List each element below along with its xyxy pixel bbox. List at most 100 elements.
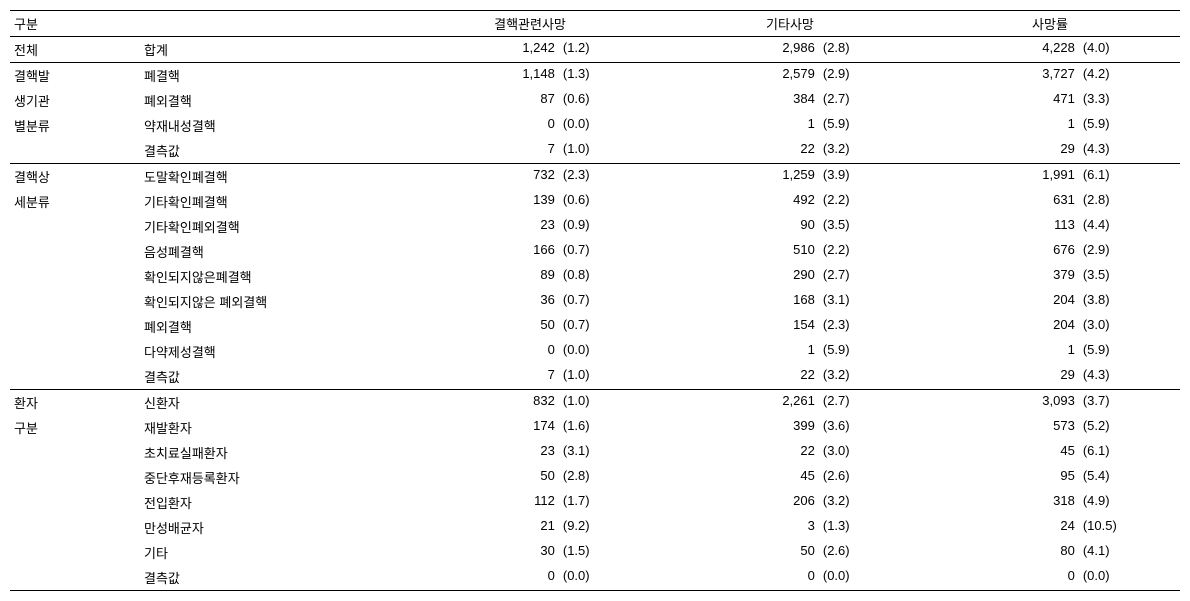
cell-pct: (4.2) <box>1079 63 1180 89</box>
cell-value: 1,148 <box>400 63 559 89</box>
table-row: 전체합계1,242(1.2)2,986(2.8)4,228(4.0) <box>10 37 1180 63</box>
cell-value: 1 <box>920 339 1079 364</box>
cell-pct: (0.7) <box>559 289 660 314</box>
cell-value: 89 <box>400 264 559 289</box>
cell-value: 168 <box>660 289 819 314</box>
cell-value: 45 <box>920 440 1079 465</box>
table-row: 환자신환자832(1.0)2,261(2.7)3,093(3.7) <box>10 390 1180 416</box>
table-row: 초치료실패환자23(3.1)22(3.0)45(6.1) <box>10 440 1180 465</box>
row-label: 초치료실패환자 <box>140 440 400 465</box>
table-row: 결핵상도말확인폐결핵732(2.3)1,259(3.9)1,991(6.1) <box>10 164 1180 190</box>
cell-value: 0 <box>920 565 1079 591</box>
cell-pct: (3.1) <box>819 289 920 314</box>
cell-pct: (9.2) <box>559 515 660 540</box>
cell-value: 318 <box>920 490 1079 515</box>
cell-value: 95 <box>920 465 1079 490</box>
row-label: 재발환자 <box>140 415 400 440</box>
row-label: 결측값 <box>140 138 400 164</box>
cell-pct: (3.1) <box>559 440 660 465</box>
header-measure-2: 사망률 <box>920 11 1180 37</box>
cell-pct: (6.1) <box>1079 440 1180 465</box>
table-row: 결측값7(1.0)22(3.2)29(4.3) <box>10 364 1180 390</box>
table-row: 세분류기타확인폐결핵139(0.6)492(2.2)631(2.8) <box>10 189 1180 214</box>
row-label: 만성배균자 <box>140 515 400 540</box>
cell-value: 0 <box>400 565 559 591</box>
group-cell <box>10 138 140 164</box>
cell-pct: (4.0) <box>1079 37 1180 63</box>
cell-value: 206 <box>660 490 819 515</box>
group-cell <box>10 490 140 515</box>
row-label: 기타확인폐결핵 <box>140 189 400 214</box>
cell-pct: (1.0) <box>559 364 660 390</box>
table-row: 중단후재등록환자50(2.8)45(2.6)95(5.4) <box>10 465 1180 490</box>
cell-pct: (2.2) <box>819 189 920 214</box>
cell-value: 3 <box>660 515 819 540</box>
cell-value: 3,727 <box>920 63 1079 89</box>
header-measure-1: 기타사망 <box>660 11 920 37</box>
cell-pct: (5.9) <box>1079 339 1180 364</box>
table-row: 결핵발폐결핵1,148(1.3)2,579(2.9)3,727(4.2) <box>10 63 1180 89</box>
cell-value: 7 <box>400 364 559 390</box>
cell-pct: (2.3) <box>819 314 920 339</box>
cell-value: 29 <box>920 138 1079 164</box>
cell-pct: (5.9) <box>819 339 920 364</box>
table-row: 결측값0(0.0)0(0.0)0(0.0) <box>10 565 1180 591</box>
table-row: 기타30(1.5)50(2.6)80(4.1) <box>10 540 1180 565</box>
table-row: 전입환자112(1.7)206(3.2)318(4.9) <box>10 490 1180 515</box>
cell-value: 732 <box>400 164 559 190</box>
group-cell: 별분류 <box>10 113 140 138</box>
cell-value: 1,242 <box>400 37 559 63</box>
cell-value: 379 <box>920 264 1079 289</box>
table-row: 구분재발환자174(1.6)399(3.6)573(5.2) <box>10 415 1180 440</box>
cell-value: 2,986 <box>660 37 819 63</box>
cell-pct: (0.0) <box>559 565 660 591</box>
table-row: 다약제성결핵0(0.0)1(5.9)1(5.9) <box>10 339 1180 364</box>
cell-pct: (2.8) <box>1079 189 1180 214</box>
row-label: 확인되지않은폐결핵 <box>140 264 400 289</box>
cell-value: 1 <box>660 339 819 364</box>
group-cell: 세분류 <box>10 189 140 214</box>
cell-pct: (4.4) <box>1079 214 1180 239</box>
cell-pct: (5.4) <box>1079 465 1180 490</box>
table-row: 확인되지않은 폐외결핵36(0.7)168(3.1)204(3.8) <box>10 289 1180 314</box>
group-cell <box>10 515 140 540</box>
cell-pct: (2.8) <box>559 465 660 490</box>
row-label: 폐결핵 <box>140 63 400 89</box>
cell-pct: (0.7) <box>559 239 660 264</box>
cell-value: 492 <box>660 189 819 214</box>
cell-value: 2,579 <box>660 63 819 89</box>
group-cell <box>10 565 140 591</box>
cell-value: 7 <box>400 138 559 164</box>
cell-value: 3,093 <box>920 390 1079 416</box>
cell-pct: (10.5) <box>1079 515 1180 540</box>
group-cell <box>10 540 140 565</box>
cell-pct: (4.1) <box>1079 540 1180 565</box>
cell-pct: (0.6) <box>559 189 660 214</box>
cell-value: 832 <box>400 390 559 416</box>
row-label: 폐외결핵 <box>140 314 400 339</box>
group-cell: 환자 <box>10 390 140 416</box>
cell-value: 510 <box>660 239 819 264</box>
cell-value: 21 <box>400 515 559 540</box>
cell-value: 676 <box>920 239 1079 264</box>
group-cell <box>10 465 140 490</box>
cell-value: 0 <box>400 339 559 364</box>
cell-pct: (3.3) <box>1079 88 1180 113</box>
cell-pct: (2.6) <box>819 465 920 490</box>
cell-pct: (1.0) <box>559 138 660 164</box>
row-label: 도말확인폐결핵 <box>140 164 400 190</box>
cell-pct: (4.9) <box>1079 490 1180 515</box>
cell-pct: (3.0) <box>1079 314 1180 339</box>
cell-value: 573 <box>920 415 1079 440</box>
group-cell <box>10 314 140 339</box>
cell-value: 1,991 <box>920 164 1079 190</box>
cell-value: 139 <box>400 189 559 214</box>
cell-value: 0 <box>660 565 819 591</box>
cell-pct: (0.7) <box>559 314 660 339</box>
cell-value: 204 <box>920 314 1079 339</box>
cell-value: 174 <box>400 415 559 440</box>
cell-pct: (2.9) <box>819 63 920 89</box>
cell-value: 154 <box>660 314 819 339</box>
cell-value: 166 <box>400 239 559 264</box>
cell-pct: (1.7) <box>559 490 660 515</box>
